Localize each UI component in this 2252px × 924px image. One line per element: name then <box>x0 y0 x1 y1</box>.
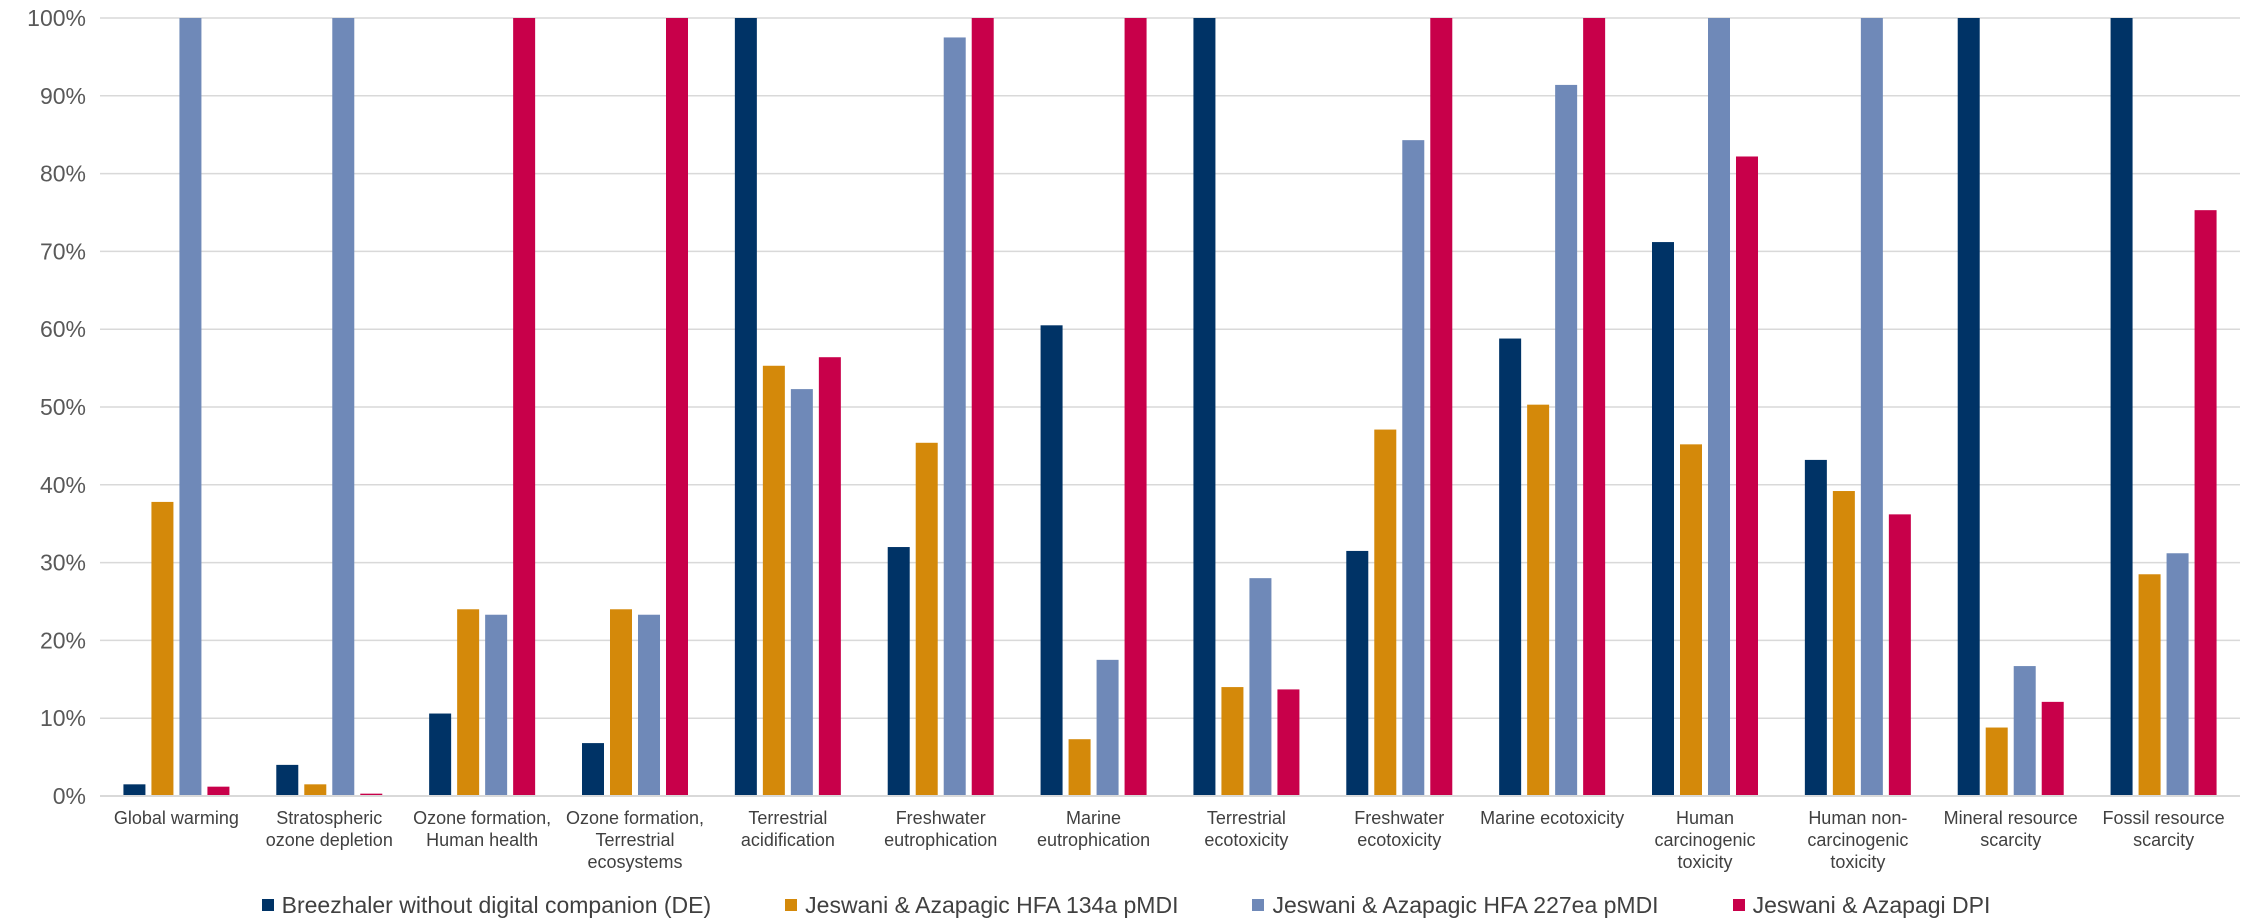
bar <box>666 18 688 796</box>
category-label: Stratospheric ozone depletion <box>266 808 393 850</box>
y-tick-label: 10% <box>40 705 86 731</box>
legend-item-hfa-227ea: Jeswani & Azapagic HFA 227ea pMDI <box>1252 891 1659 919</box>
bar <box>1068 739 1091 796</box>
bar <box>1860 18 1883 796</box>
legend-item-hfa-134a: Jeswani & Azapagic HFA 134a pMDI <box>785 892 1178 919</box>
bar <box>207 786 230 796</box>
legend-item-dpi: Jeswani & Azapagi DPI <box>1732 891 1991 919</box>
y-tick-label: 90% <box>40 83 86 109</box>
bar-chart: 0% 10% 20% 30% 40% 50% 60% 70% 80% 90% 100% Global… <box>27 5 2240 872</box>
y-tick-label: 0% <box>53 783 86 809</box>
category-label: Human non-carcinogenic toxicity <box>1807 808 1908 872</box>
y-tick-label: 30% <box>40 550 86 576</box>
bar <box>582 743 604 796</box>
category-label: Ozone formation, Human health <box>413 808 551 850</box>
bar <box>1736 156 1758 796</box>
category-label: Human carcinogenic toxicity <box>1654 808 1755 872</box>
bar <box>1040 325 1063 796</box>
bar <box>2194 210 2217 796</box>
bar <box>485 614 508 796</box>
legend-swatch <box>1732 899 1745 911</box>
category-label: Marine eutrophication <box>1037 808 1150 850</box>
category-labels: Global warming Stratospheric ozone depleti… <box>114 808 2225 872</box>
y-tick-label: 60% <box>40 316 86 342</box>
bar <box>887 547 910 796</box>
bar <box>1957 18 1980 796</box>
bar <box>1193 18 1216 796</box>
bar <box>1221 687 1244 796</box>
legend-label: Jeswani & Azapagic HFA 227ea pMDI <box>1272 891 1659 918</box>
category-label: Fossil resource scarcity <box>2103 808 2225 850</box>
bar <box>2166 553 2189 796</box>
bar <box>1708 18 1730 796</box>
bar <box>1832 491 1855 796</box>
legend-swatch <box>785 899 798 911</box>
bar <box>1583 18 1606 796</box>
bar <box>971 18 994 796</box>
legend-swatch <box>261 899 274 911</box>
category-label: Global warming <box>114 808 239 828</box>
legend-swatch <box>1252 899 1265 911</box>
bar <box>429 713 452 796</box>
bar <box>1555 84 1578 796</box>
bar <box>762 365 785 796</box>
category-label: Terrestrial ecotoxicity <box>1204 808 1288 850</box>
gridlines <box>100 17 2240 719</box>
bar <box>790 389 813 796</box>
bar <box>2013 666 2036 796</box>
bar <box>2110 18 2133 796</box>
bar <box>1804 459 1827 796</box>
bar <box>276 764 299 796</box>
bar <box>1249 578 1272 796</box>
bar <box>123 784 146 796</box>
y-tick-label: 20% <box>40 627 86 653</box>
category-label: Marine ecotoxicity <box>1480 808 1624 828</box>
y-tick-label: 70% <box>40 238 86 264</box>
bar <box>1277 689 1300 796</box>
bar <box>1680 444 1702 796</box>
bar <box>1124 18 1147 796</box>
bar <box>332 18 355 796</box>
bar <box>1096 659 1119 796</box>
bar <box>304 784 327 796</box>
y-tick-label: 80% <box>40 161 86 187</box>
legend: Breezhaler without digital companion (DE… <box>0 888 2252 922</box>
bar <box>1652 242 1674 797</box>
bar <box>1985 727 2008 796</box>
legend-label: Breezhaler without digital companion (DE… <box>281 891 712 918</box>
bar <box>2041 701 2064 796</box>
category-label: Freshwater ecotoxicity <box>1354 808 1444 850</box>
category-label: Terrestrial acidification <box>741 808 835 850</box>
bar <box>734 18 757 796</box>
legend-label: Jeswani & Azapagi DPI <box>1752 891 1991 918</box>
y-axis-tick-labels: 0% 10% 20% 30% 40% 50% 60% 70% 80% 90% 100% <box>27 5 86 809</box>
bar <box>1527 404 1550 796</box>
y-tick-label: 50% <box>40 394 86 420</box>
bar <box>943 37 966 796</box>
bar <box>1430 18 1453 796</box>
bar <box>2138 574 2161 796</box>
category-label: Freshwater eutrophication <box>884 808 997 850</box>
bar <box>179 18 202 796</box>
bar <box>1374 429 1397 796</box>
bar <box>1499 338 1522 796</box>
legend-label: Jeswani & Azapagic HFA 134a pMDI <box>805 891 1179 918</box>
bar <box>1346 550 1369 796</box>
legend-item-breezhaler: Breezhaler without digital companion (DE… <box>261 891 712 919</box>
category-label: Mineral resource scarcity <box>1944 808 2078 850</box>
bar <box>360 793 383 796</box>
bar <box>151 501 174 796</box>
bar <box>818 357 841 796</box>
category-label: Ozone formation, Terrestrial ecosystems <box>566 808 704 872</box>
y-tick-label: 100% <box>27 5 86 31</box>
bars <box>123 18 2217 797</box>
bar <box>457 609 480 796</box>
bar <box>638 614 660 796</box>
bar <box>1402 140 1425 796</box>
bar <box>513 18 536 796</box>
bar <box>915 442 938 796</box>
bar <box>1888 514 1911 796</box>
y-tick-label: 40% <box>40 472 86 498</box>
bar <box>610 609 632 796</box>
